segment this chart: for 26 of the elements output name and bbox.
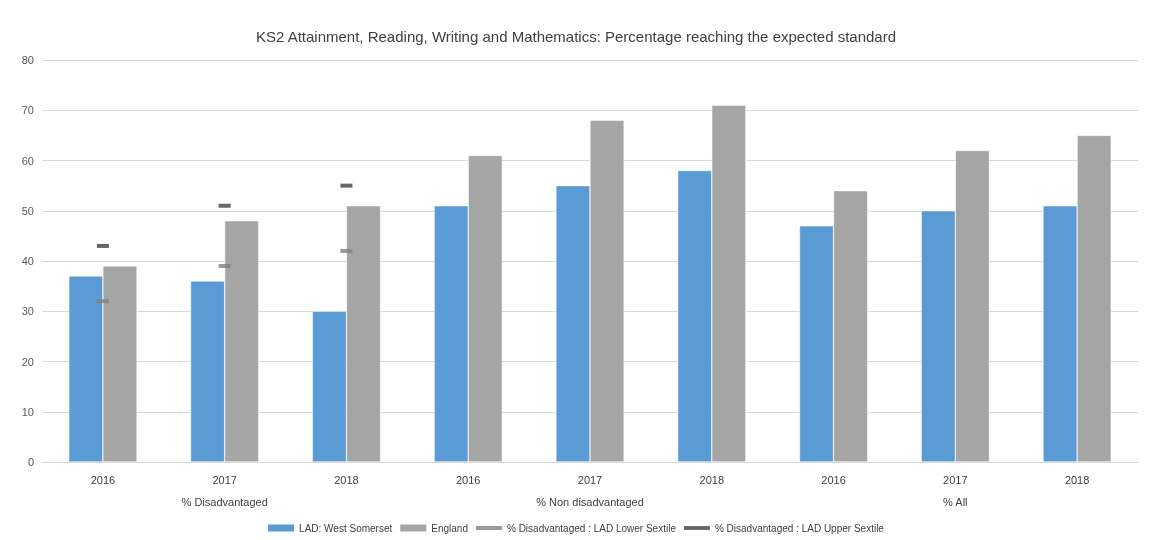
x-tick-label: 2016 <box>821 473 846 486</box>
x-tick-label: 2016 <box>455 473 481 486</box>
y-tick-label: 80 <box>21 54 34 66</box>
legend-label: % Disadvantaged : LAD Lower Sextile <box>506 522 677 534</box>
x-tick-label: 2018 <box>1064 473 1090 486</box>
x-tick-label: 2017 <box>943 473 968 486</box>
text: % All <box>943 495 968 508</box>
y-tick-label: 30 <box>21 305 34 318</box>
text: % Non disadvantaged <box>536 495 644 508</box>
y-tick-label: 50 <box>21 204 34 217</box>
y-tick-label: 70 <box>21 104 34 117</box>
x-tick-label: 2017 <box>577 473 603 486</box>
y-tick-label: 40 <box>21 255 34 267</box>
y-tick-label: 20 <box>21 355 34 368</box>
y-tick-label: 60 <box>21 154 34 167</box>
y-tick-label: 10 <box>21 405 34 418</box>
x-tick-label: 2018 <box>699 473 725 486</box>
legend-label: LAD: West Somerset <box>299 522 393 534</box>
x-tick-label: 2016 <box>90 473 116 486</box>
y-tick-label: 0 <box>27 456 34 468</box>
legend-label: % Disadvantaged : LAD Upper Sextile <box>714 522 885 534</box>
x-tick-label: 2018 <box>334 473 359 486</box>
text: % Disadvantaged <box>181 495 268 508</box>
x-tick-label: 2017 <box>212 473 237 486</box>
legend-label: England <box>431 522 468 534</box>
chart-title: KS2 Attainment, Reading, Writing and Mathematics: Percentage reaching the expected standard <box>255 28 897 45</box>
